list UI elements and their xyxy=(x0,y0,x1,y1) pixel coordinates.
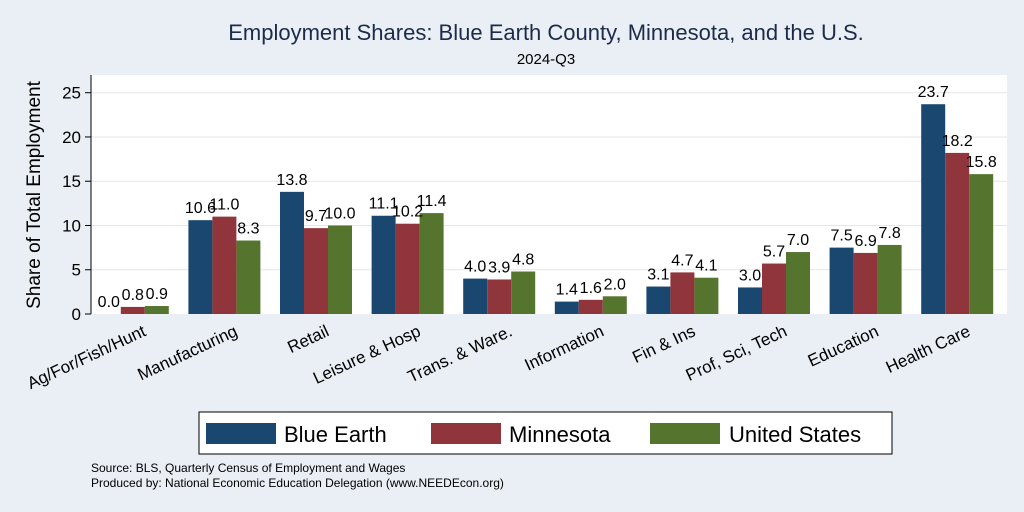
bar-blue-earth-6 xyxy=(646,286,671,314)
data-label-blue-earth-3: 11.1 xyxy=(369,196,399,213)
data-label-blue-earth-4: 4.0 xyxy=(464,259,486,276)
legend-swatch-minnesota xyxy=(431,423,501,444)
bar-minnesota-0 xyxy=(120,306,145,314)
bar-blue-earth-7 xyxy=(738,287,762,314)
data-label-blue-earth-7: 3.0 xyxy=(739,267,761,284)
bar-blue-earth-5 xyxy=(554,301,579,314)
data-label-blue-earth-1: 10.6 xyxy=(185,200,216,217)
legend-box xyxy=(198,411,893,455)
y-axis-ticks: 0 5 10 15 20 25 xyxy=(62,84,91,324)
bar-blue-earth-2 xyxy=(280,191,304,314)
legend-label-minnesota: Minnesota xyxy=(509,422,611,447)
produced-by-note: Produced by: National Economic Education… xyxy=(91,476,504,490)
bar-blue-earth-4 xyxy=(463,278,488,314)
data-label-minnesota-0: 0.8 xyxy=(122,287,144,304)
bar-minnesota-1 xyxy=(212,216,237,314)
legend-label-blue-earth: Blue Earth xyxy=(284,422,387,447)
bar-united-states-9 xyxy=(969,174,994,314)
data-label-united-states-3: 11.4 xyxy=(417,193,447,210)
data-label-minnesota-5: 1.6 xyxy=(580,280,602,297)
y-tick-label-15: 15 xyxy=(62,172,81,191)
source-note: Source: BLS, Quarterly Census of Employm… xyxy=(91,461,405,475)
legend: Blue Earth Minnesota United States xyxy=(198,411,893,455)
data-label-minnesota-1: 11.0 xyxy=(209,197,239,214)
data-label-united-states-0: 0.9 xyxy=(146,286,168,303)
legend-label-united-states: United States xyxy=(729,422,861,447)
data-label-blue-earth-9: 23.7 xyxy=(918,84,949,101)
bars xyxy=(120,104,994,314)
data-label-blue-earth-6: 3.1 xyxy=(647,267,669,284)
data-label-united-states-2: 10.0 xyxy=(324,205,355,222)
bar-minnesota-9 xyxy=(945,152,970,314)
bar-minnesota-6 xyxy=(670,272,695,314)
y-tick-label-20: 20 xyxy=(62,128,81,147)
data-label-united-states-6: 4.1 xyxy=(695,258,717,275)
bar-blue-earth-1 xyxy=(188,220,213,314)
bar-minnesota-3 xyxy=(395,223,420,314)
bar-united-states-4 xyxy=(511,271,536,314)
bar-blue-earth-3 xyxy=(371,215,396,314)
bar-united-states-8 xyxy=(877,244,902,314)
data-label-blue-earth-8: 7.5 xyxy=(830,228,852,245)
bar-united-states-2 xyxy=(328,225,352,314)
chart-title: Employment Shares: Blue Earth County, Mi… xyxy=(228,20,863,45)
data-label-united-states-7: 7.0 xyxy=(787,232,809,249)
y-tick-label-0: 0 xyxy=(72,305,81,324)
data-label-blue-earth-2: 13.8 xyxy=(276,172,307,189)
y-tick-label-5: 5 xyxy=(72,261,81,280)
data-label-united-states-4: 4.8 xyxy=(512,252,534,269)
legend-swatch-united-states xyxy=(650,423,720,444)
bar-united-states-0 xyxy=(144,306,169,314)
bar-blue-earth-8 xyxy=(829,247,854,314)
bar-minnesota-5 xyxy=(578,299,603,314)
bar-minnesota-7 xyxy=(762,263,786,314)
y-tick-label-25: 25 xyxy=(62,84,81,103)
bar-united-states-1 xyxy=(236,240,261,314)
bar-blue-earth-9 xyxy=(921,104,946,314)
legend-swatch-blue-earth xyxy=(206,423,276,444)
data-label-minnesota-6: 4.7 xyxy=(671,252,693,269)
chart-subtitle: 2024-Q3 xyxy=(517,51,575,68)
data-label-united-states-9: 15.8 xyxy=(966,154,997,171)
data-labels: 0.0 0.8 0.910.611.08.313.89.710.011.110.21… xyxy=(98,84,997,311)
data-label-minnesota-7: 5.7 xyxy=(763,244,785,261)
bar-minnesota-4 xyxy=(487,279,512,314)
data-label-blue-earth-0: 0.0 xyxy=(98,294,120,311)
data-label-blue-earth-5: 1.4 xyxy=(556,282,578,299)
data-label-minnesota-3: 10.2 xyxy=(392,204,423,221)
data-label-minnesota-2: 9.7 xyxy=(305,208,327,225)
bar-united-states-5 xyxy=(602,296,627,314)
data-label-minnesota-8: 6.9 xyxy=(854,233,876,250)
bar-united-states-7 xyxy=(786,252,810,314)
data-label-united-states-8: 7.8 xyxy=(878,225,900,242)
data-label-minnesota-9: 18.2 xyxy=(942,133,973,150)
bar-minnesota-2 xyxy=(304,228,328,314)
data-label-united-states-5: 2.0 xyxy=(604,276,626,293)
data-label-minnesota-4: 3.9 xyxy=(488,259,510,276)
y-axis-label: Share of Total Employment xyxy=(24,80,45,308)
y-tick-label-10: 10 xyxy=(62,216,81,235)
bar-minnesota-8 xyxy=(853,252,878,314)
data-label-united-states-1: 8.3 xyxy=(237,221,259,238)
bar-united-states-6 xyxy=(694,277,719,314)
bar-united-states-3 xyxy=(419,213,444,314)
